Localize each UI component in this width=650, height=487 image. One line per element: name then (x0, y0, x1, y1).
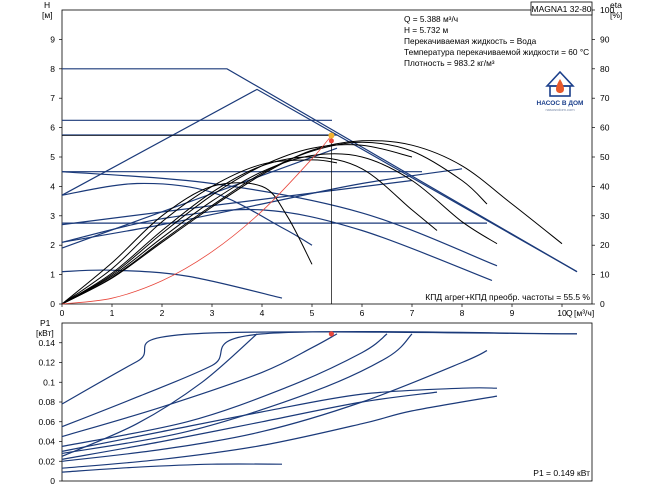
efficiency-label: КПД агрег+КПД преобр. частоты = 55.5 % (425, 292, 590, 302)
x-axis-label: Q (566, 308, 573, 318)
efficiency-point-marker (328, 138, 334, 144)
power-curve (61, 387, 498, 452)
power-y-tick-label: 0.1 (43, 377, 55, 387)
power-y-tick-label: 0.02 (38, 456, 55, 466)
power-y-axis-unit: [кВт] (36, 328, 54, 338)
power-curve (61, 395, 498, 469)
x-tick-label: 6 (360, 308, 365, 318)
y2-tick-label: 50 (600, 152, 610, 162)
y-tick-label: 3 (50, 211, 55, 221)
power-curve (61, 463, 283, 473)
info-liquid: Перекачиваемая жидкость = Вода (404, 36, 537, 46)
power-y-axis-label: P1 (40, 318, 51, 328)
y2-tick-label: 70 (600, 93, 610, 103)
y-axis-label: H (44, 0, 50, 10)
power-y-tick-label: 0 (50, 476, 55, 486)
control-curve (62, 68, 578, 273)
title-box (530, 1, 593, 16)
power-curve (61, 333, 258, 457)
efficiency-curve (61, 140, 563, 305)
power-plot-frame (61, 322, 593, 482)
logo-url: nasosvdom.com (545, 107, 575, 112)
y-tick-label: 1 (50, 270, 55, 280)
y-tick-label: 7 (50, 93, 55, 103)
x-tick-label: 4 (260, 308, 265, 318)
head-axes: 0 1 2 3 4 5 6 7 8 9 100123456789010203040506070809… (50, 5, 614, 318)
control-curve (61, 147, 338, 249)
power-y-tick-label: 0.12 (38, 358, 55, 368)
efficiency-curve (61, 144, 413, 305)
power-y-tick-label: 0.06 (38, 417, 55, 427)
logo-name: НАСОС В ДОМ (537, 100, 584, 107)
control-curve (61, 171, 498, 267)
info-flow: Q = 5.388 м³/ч (404, 14, 458, 24)
info-density: Плотность = 983.2 кг/м³ (404, 58, 495, 68)
chart-title: MAGNA1 32-80 (532, 4, 592, 14)
power-plot: 0 0.02 0.04 0.06 0.08 0.1 0.12 0.14 P1 [кВт] P1… (36, 318, 593, 486)
power-curve (61, 391, 438, 460)
y2-tick-label: 10 (600, 270, 610, 280)
power-curve (61, 333, 338, 438)
power-y-tick-label: 0.14 (38, 338, 55, 348)
power-curves (61, 330, 578, 473)
x-axis-unit: [м³/ч] (574, 308, 594, 318)
house-drop-logo (545, 70, 575, 97)
y-tick-label: 2 (50, 240, 55, 250)
x-tick-label: 8 (460, 308, 465, 318)
control-curve (61, 88, 578, 273)
y2-axis-unit: [%] (610, 10, 622, 20)
info-temperature: Температура перекачиваемой жидкости = 60… (404, 47, 589, 57)
power-duty-marker (328, 331, 334, 337)
y-tick-label: 8 (50, 64, 55, 74)
efficiency-curve (61, 182, 313, 305)
control-curve (61, 208, 493, 282)
system-curve (61, 135, 332, 305)
power-curve (61, 331, 578, 405)
y2-tick-label: 100 (600, 5, 614, 15)
power-curve (61, 333, 413, 454)
y2-tick-label: 60 (600, 123, 610, 133)
duty-point-marker (328, 132, 335, 139)
power-y-tick-label: 0.08 (38, 397, 55, 407)
control-curve (61, 168, 463, 243)
info-head: H = 5.732 м (404, 25, 449, 35)
power-y-tick-label: 0.04 (38, 437, 55, 447)
efficiency-curve (61, 156, 438, 305)
y2-tick-label: 0 (600, 299, 605, 309)
y-tick-label: 6 (50, 123, 55, 133)
y2-tick-label: 30 (600, 211, 610, 221)
head-efficiency-plot: 0 1 2 3 4 5 6 7 8 9 100123456789010203040506070809… (42, 0, 622, 318)
y2-tick-label: 40 (600, 181, 610, 191)
y-tick-label: 9 (50, 34, 55, 44)
power-curve (61, 330, 578, 428)
x-tick-label: 5 (310, 308, 315, 318)
y2-tick-label: 20 (600, 240, 610, 250)
y2-axis-label: eta (610, 0, 622, 10)
control-curve (61, 269, 283, 299)
x-tick-label: 7 (410, 308, 415, 318)
power-label: P1 = 0.149 кВт (533, 468, 590, 478)
y2-tick-label: 80 (600, 64, 610, 74)
y-tick-label: 0 (50, 299, 55, 309)
y-axis-unit: [м] (42, 10, 53, 20)
x-tick-label: 0 (60, 308, 65, 318)
y-tick-label: 4 (50, 181, 55, 191)
x-tick-label: 1 (110, 308, 115, 318)
y-tick-label: 5 (50, 152, 55, 162)
x-tick-label: 2 (160, 308, 165, 318)
head-curves (61, 68, 578, 305)
power-curve (61, 333, 388, 447)
y2-tick-label: 90 (600, 34, 610, 44)
power-curve (61, 350, 488, 462)
x-tick-label: 10 (557, 308, 567, 318)
x-tick-label: 9 (510, 308, 515, 318)
x-tick-label: 3 (210, 308, 215, 318)
power-axes: 0 0.02 0.04 0.06 0.08 0.1 0.12 0.14 (38, 338, 62, 486)
